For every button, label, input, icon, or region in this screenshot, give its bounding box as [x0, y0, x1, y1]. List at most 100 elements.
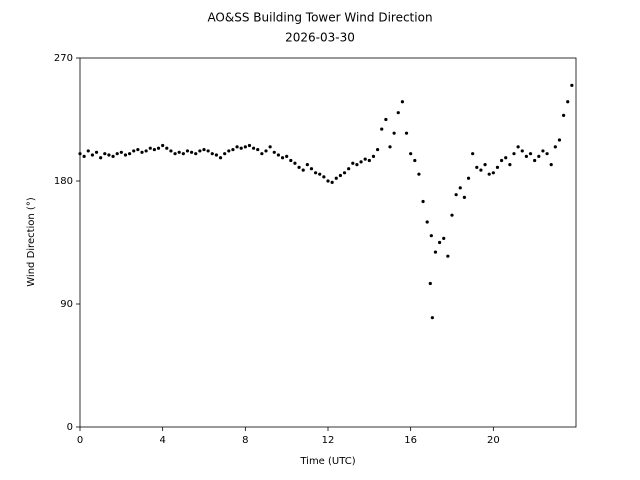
- chart-title: AO&SS Building Tower Wind Direction: [207, 11, 432, 25]
- point: [545, 152, 549, 156]
- point: [454, 193, 458, 197]
- point: [260, 152, 264, 156]
- point: [231, 147, 235, 152]
- point: [421, 199, 425, 204]
- point: [528, 152, 533, 156]
- x-tick-label: 16: [404, 435, 417, 446]
- point: [330, 180, 334, 184]
- point: [272, 150, 276, 154]
- point: [94, 150, 99, 154]
- point: [190, 150, 194, 154]
- point: [297, 165, 301, 169]
- point: [198, 149, 202, 153]
- point: [508, 163, 512, 167]
- point: [115, 152, 119, 156]
- point: [396, 111, 400, 115]
- point: [483, 163, 487, 167]
- point: [376, 147, 380, 152]
- point: [342, 171, 347, 175]
- point: [388, 145, 392, 149]
- point: [318, 172, 322, 176]
- point: [557, 138, 562, 142]
- point: [156, 146, 161, 150]
- point: [301, 168, 305, 172]
- point: [351, 161, 355, 165]
- point: [78, 152, 82, 156]
- point: [553, 145, 557, 149]
- point: [289, 158, 293, 163]
- point: [194, 152, 198, 156]
- point: [471, 152, 475, 156]
- point: [537, 154, 541, 158]
- plot-frame: [79, 57, 577, 428]
- point: [177, 150, 181, 154]
- point: [247, 143, 252, 148]
- point: [152, 147, 156, 152]
- point: [500, 158, 504, 163]
- point: [442, 236, 446, 240]
- point: [161, 143, 165, 148]
- point: [430, 316, 434, 320]
- point: [280, 156, 285, 160]
- x-tick-label: 0: [77, 435, 83, 446]
- point: [239, 146, 243, 150]
- point: [524, 154, 529, 158]
- point: [107, 153, 111, 157]
- y-axis-label: Wind Direction (°): [26, 197, 37, 287]
- point: [570, 83, 574, 87]
- point: [165, 146, 169, 150]
- point: [409, 152, 413, 156]
- point: [338, 173, 342, 178]
- point: [520, 149, 524, 153]
- point: [148, 146, 152, 150]
- point: [417, 172, 421, 176]
- point: [355, 163, 359, 167]
- point: [285, 154, 289, 158]
- x-tick-label: 8: [242, 435, 248, 446]
- point: [140, 150, 144, 154]
- point: [334, 176, 338, 180]
- point: [119, 150, 123, 154]
- x-tick-label: 12: [322, 435, 335, 446]
- y-tick-label: 90: [60, 299, 73, 310]
- x-tick-label: 20: [487, 435, 500, 446]
- point: [218, 156, 223, 160]
- point: [533, 158, 537, 163]
- y-tick-label: 180: [54, 176, 73, 187]
- point: [264, 149, 268, 153]
- point: [425, 220, 429, 224]
- chart-subtitle: 2026-03-30: [285, 31, 355, 45]
- point: [206, 149, 210, 153]
- point: [516, 145, 520, 149]
- point: [326, 179, 330, 183]
- point: [202, 147, 206, 152]
- point: [433, 250, 438, 254]
- point: [90, 153, 94, 157]
- point: [429, 234, 433, 238]
- point: [111, 154, 115, 158]
- point: [491, 171, 495, 175]
- point: [479, 168, 483, 172]
- point: [428, 281, 432, 286]
- point: [103, 152, 107, 156]
- point: [314, 171, 318, 175]
- point: [210, 152, 214, 156]
- point: [512, 152, 516, 156]
- point: [309, 167, 314, 171]
- point: [367, 158, 371, 163]
- point: [86, 149, 90, 153]
- point: [169, 149, 173, 153]
- point: [413, 158, 417, 163]
- point: [99, 156, 103, 160]
- point: [495, 165, 500, 169]
- y-tick-label: 0: [67, 422, 73, 433]
- point: [400, 100, 404, 104]
- point: [123, 153, 128, 157]
- point: [256, 147, 260, 152]
- point: [136, 147, 140, 152]
- x-tick-label: 4: [159, 435, 165, 446]
- point: [466, 176, 471, 180]
- point: [132, 149, 136, 153]
- point: [487, 172, 491, 176]
